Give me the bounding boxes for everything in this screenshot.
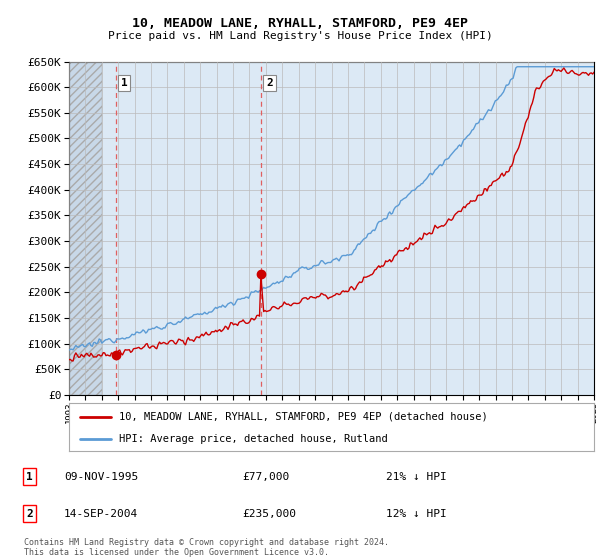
Text: 10, MEADOW LANE, RYHALL, STAMFORD, PE9 4EP: 10, MEADOW LANE, RYHALL, STAMFORD, PE9 4… bbox=[132, 17, 468, 30]
Text: £77,000: £77,000 bbox=[242, 472, 290, 482]
Bar bbox=[69, 62, 102, 395]
Text: 2: 2 bbox=[26, 509, 33, 519]
Text: HPI: Average price, detached house, Rutland: HPI: Average price, detached house, Rutl… bbox=[119, 434, 388, 444]
Text: 10, MEADOW LANE, RYHALL, STAMFORD, PE9 4EP (detached house): 10, MEADOW LANE, RYHALL, STAMFORD, PE9 4… bbox=[119, 412, 488, 422]
Text: 14-SEP-2004: 14-SEP-2004 bbox=[64, 509, 138, 519]
Text: 21% ↓ HPI: 21% ↓ HPI bbox=[386, 472, 447, 482]
Text: Contains HM Land Registry data © Crown copyright and database right 2024.
This d: Contains HM Land Registry data © Crown c… bbox=[24, 538, 389, 557]
Text: 12% ↓ HPI: 12% ↓ HPI bbox=[386, 509, 447, 519]
Text: 2: 2 bbox=[266, 78, 273, 88]
Text: 09-NOV-1995: 09-NOV-1995 bbox=[64, 472, 138, 482]
Text: £235,000: £235,000 bbox=[242, 509, 296, 519]
Text: 1: 1 bbox=[121, 78, 128, 88]
Text: Price paid vs. HM Land Registry's House Price Index (HPI): Price paid vs. HM Land Registry's House … bbox=[107, 31, 493, 41]
Text: 1: 1 bbox=[26, 472, 33, 482]
